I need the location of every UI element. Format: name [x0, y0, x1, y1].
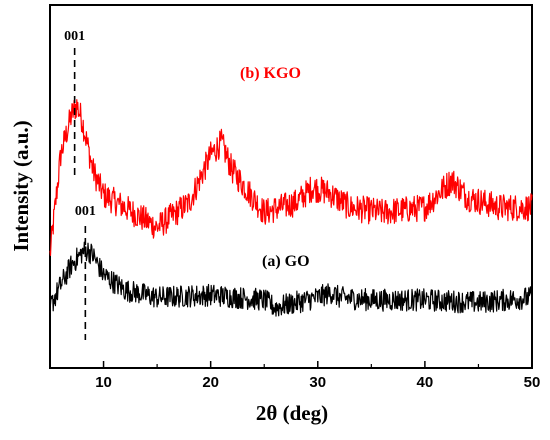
plot-frame	[49, 4, 533, 369]
x-tick-label-40: 40	[417, 374, 434, 391]
x-tick-label-10: 10	[95, 374, 112, 391]
series-label-kgo: (b) KGO	[240, 65, 301, 82]
series-line-go	[49, 241, 533, 317]
peak-label-1: 001	[64, 29, 85, 44]
peak-label-2: 001	[75, 204, 96, 219]
series-layer	[49, 99, 533, 317]
x-tick-label-50: 50	[524, 374, 541, 391]
x-ticks: 10 20 30 40 50	[49, 361, 541, 391]
x-axis-label: 2θ (deg)	[256, 401, 328, 425]
y-axis-label: Intensity (a.u.)	[9, 120, 33, 251]
series-line-kgo	[49, 99, 533, 256]
annotation-layer: 001 001	[64, 29, 96, 340]
series-label-go: (a) GO	[262, 253, 310, 270]
x-tick-label-30: 30	[309, 374, 326, 391]
x-tick-label-20: 20	[202, 374, 219, 391]
